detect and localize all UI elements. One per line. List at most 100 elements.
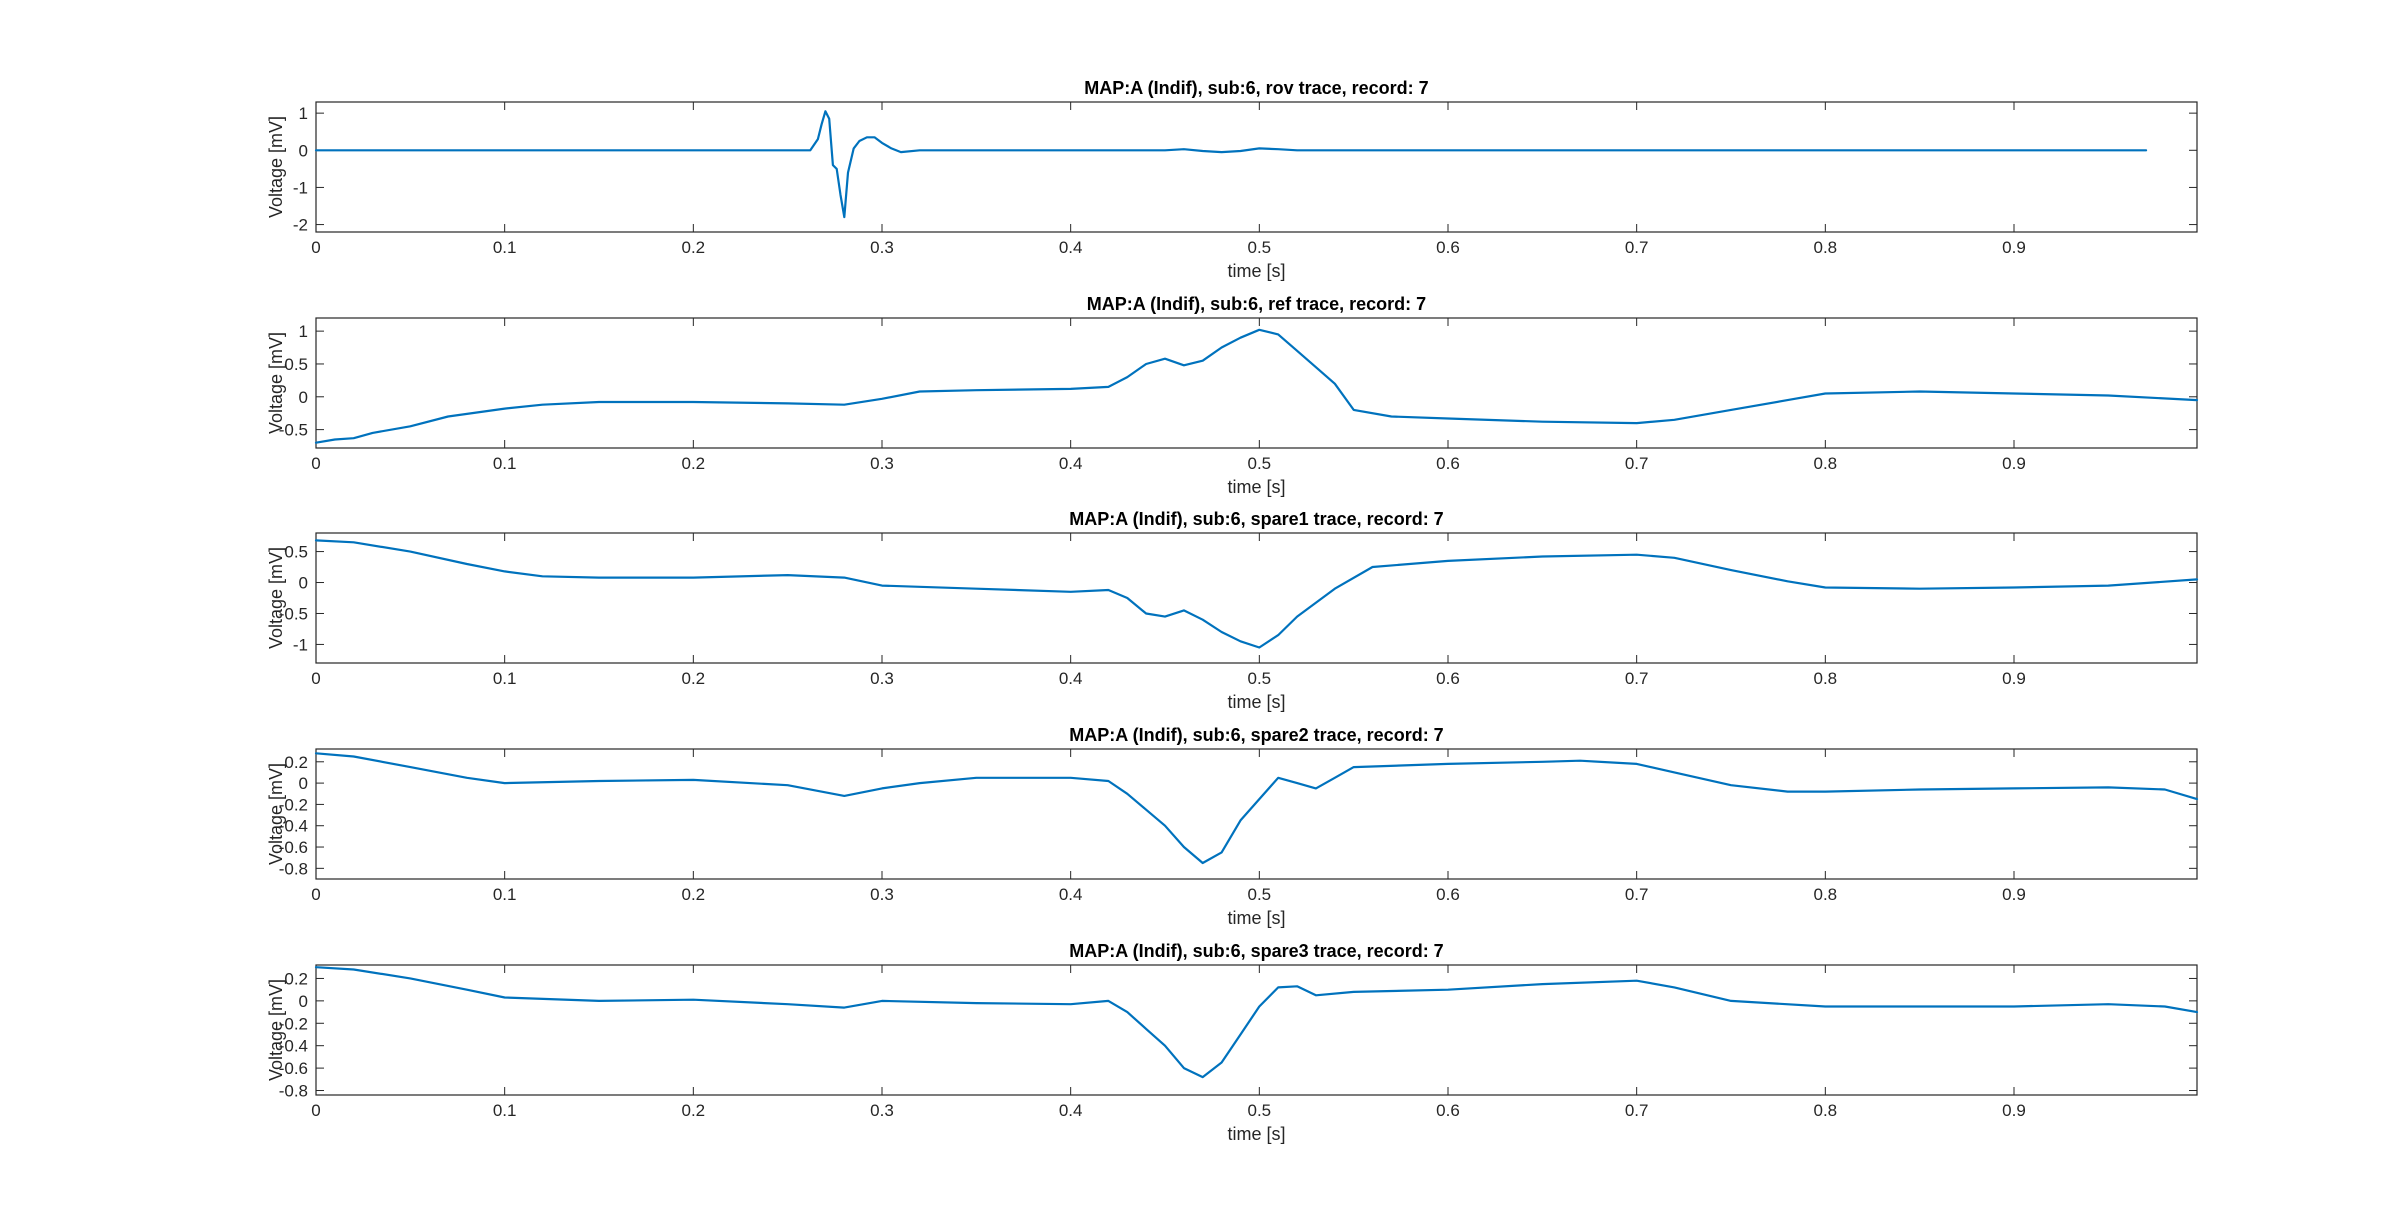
y-tick-label: -0.6	[279, 1059, 308, 1078]
x-tick-label: 0.1	[493, 1101, 517, 1120]
x-axis-label: time [s]	[1227, 261, 1285, 281]
x-tick-label: 0.8	[1814, 454, 1838, 473]
x-tick-label: 0.8	[1814, 238, 1838, 257]
y-tick-label: 0	[299, 141, 308, 160]
x-tick-label: 0.6	[1436, 454, 1460, 473]
x-tick-label: 0.7	[1625, 1101, 1649, 1120]
subplot-3: MAP:A (Indif), sub:6, spare1 trace, reco…	[266, 509, 2199, 712]
chart-title: MAP:A (Indif), sub:6, spare1 trace, reco…	[1069, 509, 1443, 529]
x-tick-label: 0.6	[1436, 238, 1460, 257]
x-tick-label: 0	[311, 1101, 320, 1120]
y-tick-label: 0.5	[284, 355, 308, 374]
axes-box	[315, 964, 2198, 1096]
x-tick-label: 0.9	[2002, 454, 2026, 473]
x-tick-label: 0.3	[870, 1101, 894, 1120]
x-tick-label: 0	[311, 454, 320, 473]
x-tick-label: 0.9	[2002, 885, 2026, 904]
y-tick-label: 0.2	[284, 753, 308, 772]
x-tick-label: 0.5	[1248, 1101, 1272, 1120]
x-tick-label: 0.7	[1625, 454, 1649, 473]
x-tick-label: 0.1	[493, 669, 517, 688]
y-tick-label: 0	[299, 774, 308, 793]
x-tick-label: 0.4	[1059, 454, 1083, 473]
x-tick-label: 0.3	[870, 454, 894, 473]
y-axis-label: Voltage [mV]	[266, 979, 286, 1081]
series-line	[314, 966, 2199, 1079]
chart-title: MAP:A (Indif), sub:6, spare3 trace, reco…	[1069, 941, 1443, 961]
x-tick-label: 0.3	[870, 669, 894, 688]
x-tick-label: 0.3	[870, 885, 894, 904]
axes-box	[315, 101, 2198, 233]
y-tick-label: 0	[299, 992, 308, 1011]
x-tick-label: 0.9	[2002, 1101, 2026, 1120]
x-tick-label: 0.2	[682, 885, 706, 904]
y-tick-label: 1	[299, 322, 308, 341]
y-axis-label: Voltage [mV]	[266, 547, 286, 649]
y-tick-label: -2	[293, 216, 308, 235]
axes-box	[315, 748, 2198, 880]
y-tick-label: -0.4	[279, 1037, 308, 1056]
y-tick-label: 0.5	[284, 543, 308, 562]
y-axis-label: Voltage [mV]	[266, 763, 286, 865]
x-tick-label: 0.6	[1436, 1101, 1460, 1120]
y-tick-label: 0	[299, 388, 308, 407]
x-tick-label: 0	[311, 669, 320, 688]
x-tick-label: 0.9	[2002, 238, 2026, 257]
x-tick-label: 0.9	[2002, 669, 2026, 688]
axes-box	[315, 317, 2198, 449]
x-tick-label: 0.1	[493, 454, 517, 473]
subplot-4: MAP:A (Indif), sub:6, spare2 trace, reco…	[266, 725, 2199, 928]
y-tick-label: -0.5	[279, 604, 308, 623]
x-tick-label: 0.5	[1248, 885, 1272, 904]
series-line	[314, 110, 2148, 219]
y-tick-label: 1	[299, 104, 308, 123]
x-tick-label: 0.8	[1814, 1101, 1838, 1120]
x-tick-label: 0.5	[1248, 669, 1272, 688]
x-tick-label: 0.2	[682, 454, 706, 473]
chart-title: MAP:A (Indif), sub:6, spare2 trace, reco…	[1069, 725, 1443, 745]
series-line	[314, 328, 2199, 444]
x-tick-label: 0.4	[1059, 238, 1083, 257]
x-tick-label: 0.2	[682, 1101, 706, 1120]
x-tick-label: 0.4	[1059, 885, 1083, 904]
x-axis-label: time [s]	[1227, 692, 1285, 712]
y-tick-label: 0.2	[284, 969, 308, 988]
y-tick-label: 0	[299, 574, 308, 593]
x-tick-label: 0.6	[1436, 885, 1460, 904]
y-tick-label: -0.5	[279, 421, 308, 440]
y-tick-label: -1	[293, 178, 308, 197]
y-tick-label: -0.2	[279, 795, 308, 814]
subplot-2: MAP:A (Indif), sub:6, ref trace, record:…	[266, 294, 2199, 497]
axes-box	[315, 532, 2198, 664]
x-tick-label: 0.1	[493, 885, 517, 904]
y-axis-label: Voltage [mV]	[266, 116, 286, 218]
subplot-1: MAP:A (Indif), sub:6, rov trace, record:…	[266, 78, 2198, 281]
x-tick-label: 0	[311, 238, 320, 257]
x-tick-label: 0.7	[1625, 238, 1649, 257]
y-tick-label: -0.6	[279, 838, 308, 857]
x-axis-label: time [s]	[1227, 908, 1285, 928]
x-tick-label: 0.4	[1059, 1101, 1083, 1120]
x-tick-label: 0.8	[1814, 669, 1838, 688]
chart-title: MAP:A (Indif), sub:6, rov trace, record:…	[1084, 78, 1428, 98]
x-tick-label: 0.2	[682, 669, 706, 688]
y-tick-label: -0.8	[279, 859, 308, 878]
y-tick-label: -0.2	[279, 1014, 308, 1033]
series-line	[314, 752, 2199, 865]
y-tick-label: -1	[293, 635, 308, 654]
subplot-5: MAP:A (Indif), sub:6, spare3 trace, reco…	[266, 941, 2199, 1144]
x-axis-label: time [s]	[1227, 477, 1285, 497]
y-tick-label: -0.8	[279, 1082, 308, 1101]
x-tick-label: 0.5	[1248, 454, 1272, 473]
x-tick-label: 0.5	[1248, 238, 1272, 257]
x-tick-label: 0.1	[493, 238, 517, 257]
x-tick-label: 0	[311, 885, 320, 904]
y-axis-label: Voltage [mV]	[266, 332, 286, 434]
chart-title: MAP:A (Indif), sub:6, ref trace, record:…	[1087, 294, 1426, 314]
x-tick-label: 0.7	[1625, 885, 1649, 904]
y-tick-label: -0.4	[279, 817, 308, 836]
x-tick-label: 0.2	[682, 238, 706, 257]
x-tick-label: 0.3	[870, 238, 894, 257]
x-tick-label: 0.7	[1625, 669, 1649, 688]
